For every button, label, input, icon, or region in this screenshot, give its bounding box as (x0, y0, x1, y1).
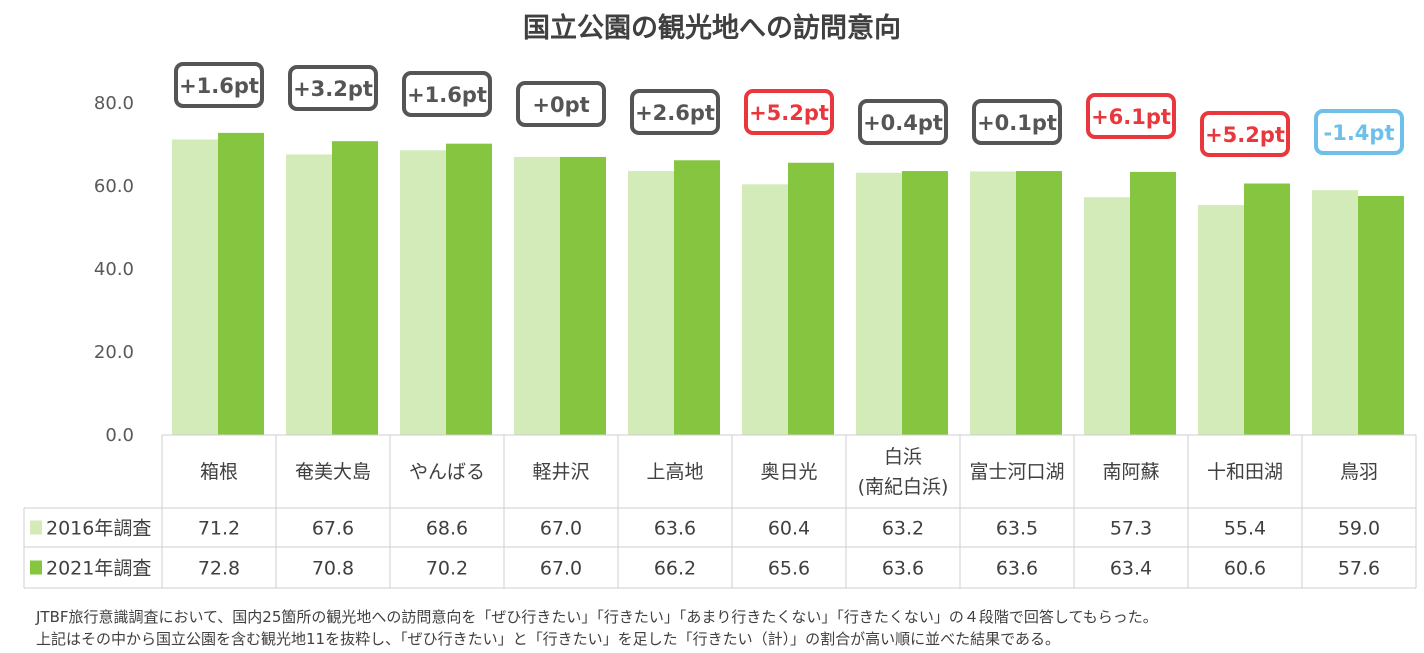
difference-callout-label: +3.2pt (293, 77, 373, 101)
footnote-line-2: 上記はその中から国立公園を含む観光地11を抜粋し、「ぜひ行きたい」と「行きたい」… (36, 630, 1060, 648)
bar-2021 (218, 132, 264, 435)
category-label: やんばる (409, 461, 485, 483)
legend-label: 2016年調査 (46, 518, 151, 540)
bar-2016 (856, 172, 902, 435)
difference-callout-box (402, 71, 492, 117)
data-table-value: 66.2 (654, 558, 696, 580)
bar-2021 (902, 171, 948, 435)
category-label: 十和田湖 (1207, 461, 1283, 483)
footnote-line-1: JTBF旅行意識調査において、国内25箇所の観光地への訪問意向を「ぜひ行きたい」… (36, 608, 1158, 626)
bar-2021 (788, 162, 834, 435)
data-table-value: 67.0 (540, 518, 582, 540)
data-table-value: 60.6 (1224, 558, 1266, 580)
y-tick-label: 80.0 (94, 93, 134, 114)
difference-callout-box (630, 89, 720, 135)
bar-2016 (1198, 205, 1244, 435)
difference-callout-label: +0.1pt (977, 111, 1057, 135)
data-table-value: 72.8 (198, 558, 240, 580)
category-label: (南紀白浜) (858, 476, 949, 498)
difference-callout-box (516, 81, 606, 127)
category-label: 富士河口湖 (969, 461, 1064, 483)
data-table-value: 63.4 (1110, 558, 1152, 580)
bar-2021 (1244, 183, 1290, 435)
bar-2016 (628, 171, 674, 435)
bar-2021 (332, 141, 378, 435)
data-table-value: 59.0 (1338, 518, 1380, 540)
data-table-value: 63.6 (882, 558, 924, 580)
difference-callout-label: +0pt (532, 93, 589, 117)
legend-key-2016 (30, 520, 42, 535)
difference-callout-box (744, 89, 834, 135)
data-table-value: 71.2 (198, 518, 240, 540)
bar-2016 (514, 156, 560, 435)
data-table-value: 68.6 (426, 518, 468, 540)
difference-callout-box (1086, 93, 1176, 139)
category-label: 白浜 (884, 446, 922, 468)
data-table-value: 63.2 (882, 518, 924, 540)
chart-title: 国立公園の観光地への訪問意向 (523, 13, 901, 44)
category-label: 奥日光 (760, 461, 817, 483)
data-table-value: 57.3 (1110, 518, 1152, 540)
category-label: 鳥羽 (1340, 461, 1378, 483)
data-table-value: 55.4 (1224, 518, 1266, 540)
difference-callout-label: +1.6pt (179, 74, 259, 98)
difference-callout-label: +2.6pt (635, 101, 715, 125)
difference-callout-label: +5.2pt (1205, 123, 1285, 147)
difference-callout-box (288, 65, 378, 111)
bar-2021 (674, 160, 720, 435)
bar-2016 (1084, 197, 1130, 435)
data-table-value: 65.6 (768, 558, 810, 580)
difference-callout-label: +1.6pt (407, 83, 487, 107)
difference-callout-box (1200, 111, 1290, 157)
data-table-value: 60.4 (768, 518, 810, 540)
difference-callout-box (1314, 109, 1404, 155)
difference-callout-label: +5.2pt (749, 101, 829, 125)
bar-2021 (1358, 195, 1404, 435)
bar-2016 (1312, 190, 1358, 435)
difference-callout-label: +6.1pt (1091, 105, 1171, 129)
category-label: 箱根 (200, 461, 238, 483)
y-tick-label: 60.0 (94, 176, 134, 197)
difference-callout-box (972, 99, 1062, 145)
y-tick-label: 20.0 (94, 342, 134, 363)
bar-2016 (172, 139, 218, 435)
bar-2016 (970, 171, 1016, 435)
data-table-value: 63.6 (996, 558, 1038, 580)
category-label: 南阿蘇 (1102, 461, 1159, 483)
data-table-value: 70.8 (312, 558, 354, 580)
difference-callout-box (174, 62, 264, 108)
bar-2021 (560, 156, 606, 435)
bar-2021 (446, 143, 492, 436)
data-table-value: 63.5 (996, 518, 1038, 540)
bar-2016 (742, 184, 788, 435)
category-label: 奄美大島 (295, 461, 371, 483)
difference-callout-label: +0.4pt (863, 111, 943, 135)
difference-callout-box (858, 99, 948, 145)
data-table-value: 57.6 (1338, 558, 1380, 580)
category-label: 軽井沢 (532, 461, 589, 483)
data-table-value: 63.6 (654, 518, 696, 540)
legend-key-2021 (30, 560, 42, 575)
y-tick-label: 0.0 (105, 425, 134, 446)
data-table-value: 67.6 (312, 518, 354, 540)
bar-2021 (1130, 171, 1176, 435)
data-table-value: 67.0 (540, 558, 582, 580)
y-tick-label: 40.0 (94, 259, 134, 280)
bar-2016 (286, 154, 332, 435)
category-label: 上高地 (646, 461, 703, 483)
difference-callout-label: -1.4pt (1324, 121, 1395, 145)
bar-2016 (400, 150, 446, 435)
legend-label: 2021年調査 (46, 558, 151, 580)
bar-2021 (1016, 171, 1062, 435)
data-table-value: 70.2 (426, 558, 468, 580)
